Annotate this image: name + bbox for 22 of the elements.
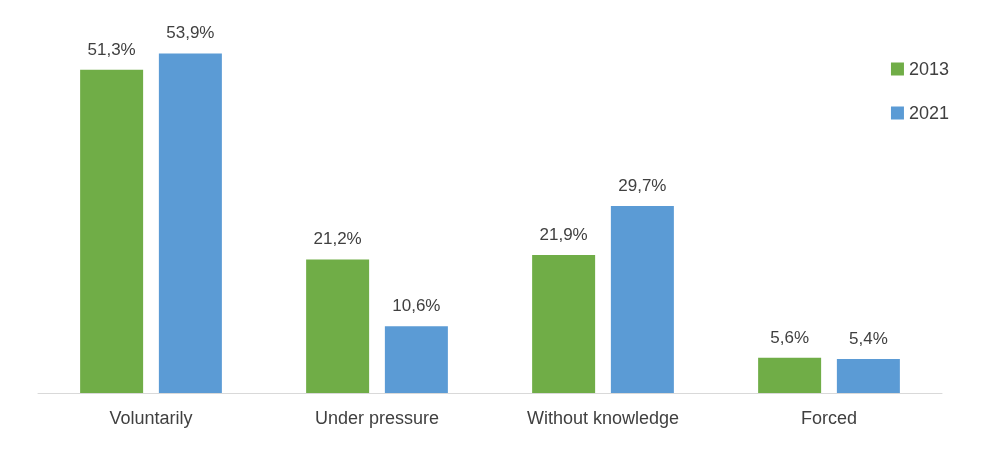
bar [306, 259, 370, 393]
x-tick-label: Voluntarily [109, 408, 193, 428]
x-tick-label: Without knowledge [526, 408, 680, 428]
data-label: 51,3% [87, 39, 136, 59]
legend-label: 2021 [908, 103, 949, 123]
bar [836, 358, 900, 393]
data-label: 10,6% [392, 296, 441, 316]
bar [384, 326, 448, 393]
data-label: 21,2% [313, 229, 362, 249]
bar [610, 205, 674, 393]
x-tick-label: Under pressure [314, 408, 440, 428]
data-label: 5,4% [849, 328, 888, 348]
bar [80, 69, 144, 393]
bar [532, 255, 596, 393]
data-label: 21,9% [539, 225, 588, 245]
bar [758, 357, 822, 393]
data-label: 53,9% [166, 23, 215, 43]
data-label: 5,6% [770, 327, 809, 347]
x-tick-label: Forced [800, 408, 858, 428]
legend-label: 2013 [908, 59, 949, 79]
bar [158, 53, 222, 393]
data-label: 29,7% [618, 175, 667, 195]
